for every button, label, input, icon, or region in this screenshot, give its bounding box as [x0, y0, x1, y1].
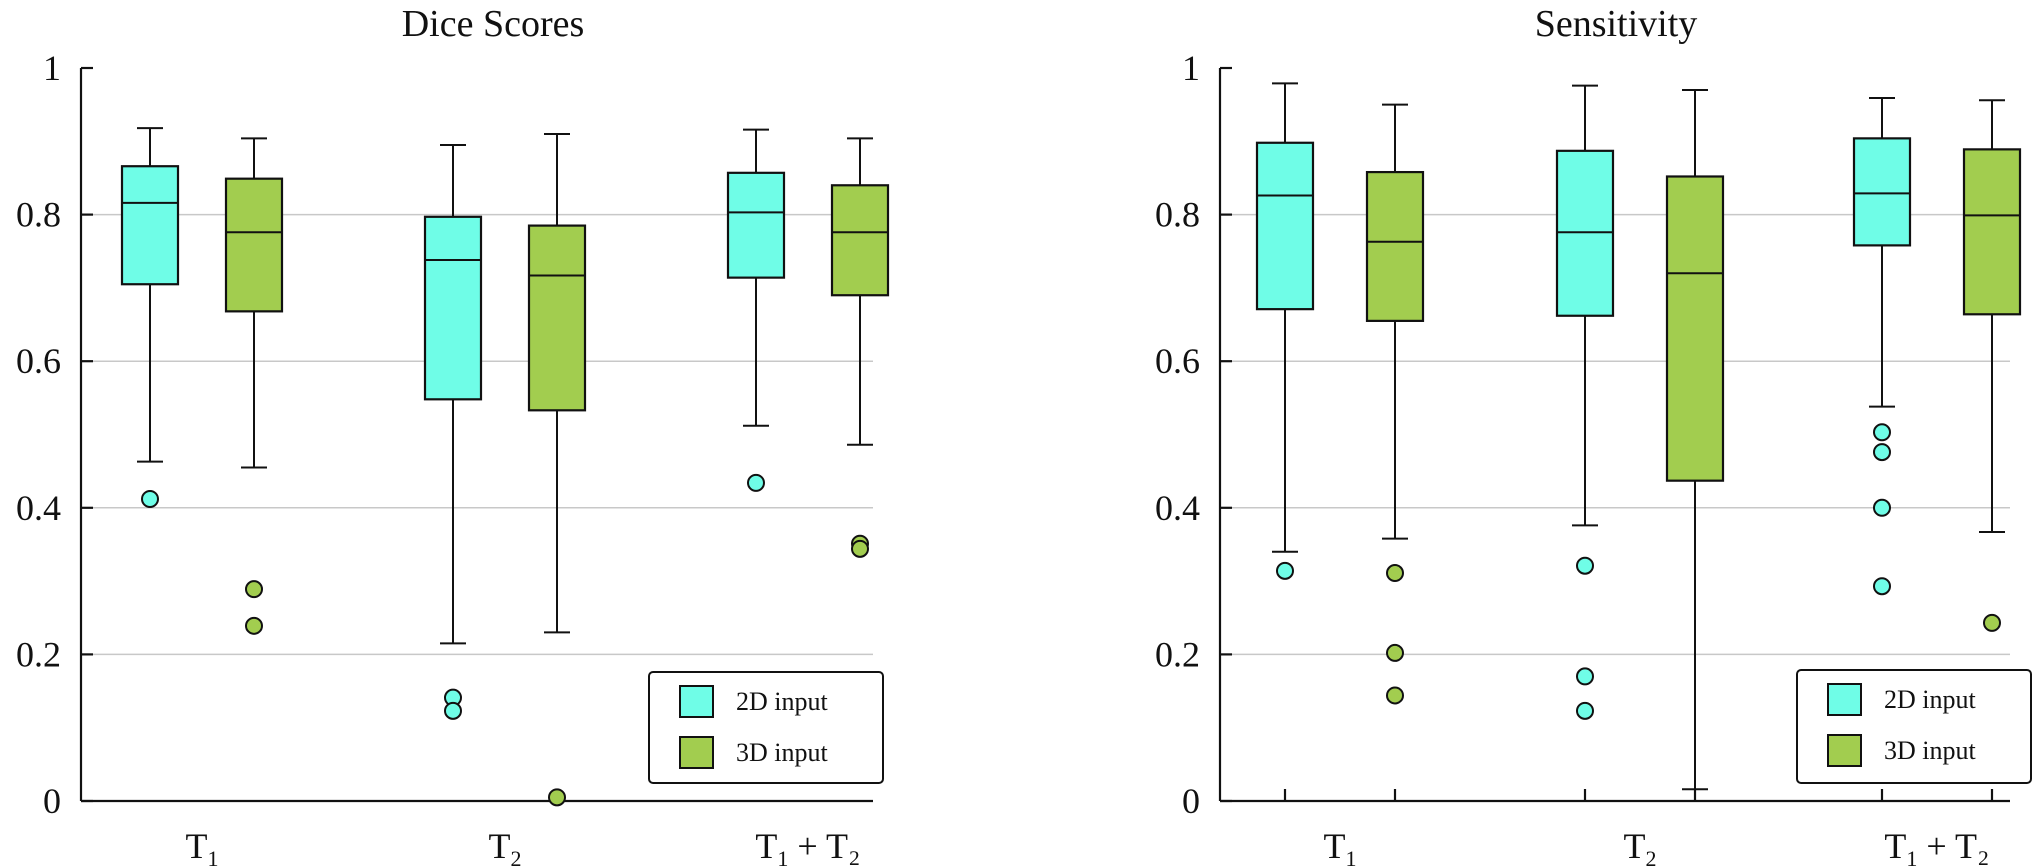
box-3d-input [224, 137, 284, 635]
box-iqr [1365, 170, 1425, 322]
outlier-point [1576, 701, 1594, 720]
box-3d-input [1365, 103, 1425, 705]
outlier-point [444, 701, 462, 720]
legend-swatch [1827, 734, 1862, 767]
box-2d-input [726, 128, 786, 492]
chart-dice-scores: Dice Scores 0 0.2 0.4 0.6 0.8 1 T1 T2 T1 + T₂ 2D i… [16, 3, 890, 867]
box-iqr [830, 184, 890, 297]
legend-label: 2D input [736, 687, 829, 716]
box-3d-input [1665, 88, 1725, 791]
outlier-point [851, 539, 869, 558]
box-3d-input [830, 137, 890, 558]
box-iqr [726, 171, 786, 279]
outlier-point [1276, 561, 1294, 580]
box-3d-input [527, 132, 587, 807]
category-label: T2 [489, 826, 522, 867]
outlier-point [1576, 667, 1594, 686]
legend: 2D input 3D input [1796, 669, 2032, 784]
outlier-point [1386, 643, 1404, 662]
outlier-point [1873, 577, 1891, 596]
box-iqr [423, 215, 483, 401]
y-tick-label: 0.6 [16, 341, 61, 381]
box-2d-input [120, 127, 180, 509]
box-2d-input [1255, 82, 1315, 580]
legend: 2D input 3D input [648, 671, 884, 784]
outlier-point [245, 616, 263, 635]
y-tick-label: 1 [43, 48, 61, 88]
legend-swatch [679, 736, 714, 769]
legend-label: 3D input [736, 738, 829, 767]
y-tick-label: 0.2 [16, 634, 61, 674]
box-iqr [527, 224, 587, 412]
category-label: T2 [1624, 826, 1657, 867]
box-iqr [1852, 137, 1912, 247]
y-tick-label: 0.4 [16, 488, 61, 528]
outlier-point [1983, 613, 2001, 632]
box-3d-input [1962, 99, 2022, 632]
outlier-point [1873, 443, 1891, 462]
chart-title: Sensitivity [1535, 3, 1698, 45]
box-2d-input [423, 143, 483, 720]
box-iqr [1665, 175, 1725, 482]
legend-label: 3D input [1884, 736, 1977, 765]
category-label: T1 [1324, 826, 1357, 867]
box-iqr [1255, 141, 1315, 311]
legend-label: 2D input [1884, 685, 1977, 714]
y-tick-label: 0.2 [1155, 634, 1200, 674]
category-label: T1 + T₂ [755, 826, 860, 867]
outlier-point [1386, 564, 1404, 583]
outlier-point [747, 473, 765, 492]
y-tick-label: 0.6 [1155, 341, 1200, 381]
box-iqr [224, 177, 284, 313]
category-label: T1 [186, 826, 219, 867]
legend-swatch [679, 685, 714, 718]
box-iqr [1555, 149, 1615, 317]
y-tick-label: 1 [1182, 48, 1200, 88]
category-label: T1 + T₂ [1884, 826, 1989, 867]
y-tick-label: 0.4 [1155, 488, 1200, 528]
outlier-point [245, 580, 263, 599]
y-tick-label: 0 [43, 781, 61, 821]
outlier-point [1386, 686, 1404, 705]
outlier-point [1576, 556, 1594, 575]
outlier-point [1873, 423, 1891, 442]
chart-sensitivity: Sensitivity 0 0.2 0.4 0.6 0.8 1 T1 T2 T1 + T₂ 2D i… [1155, 3, 2032, 867]
y-tick-label: 0.8 [16, 195, 61, 235]
outlier-point [1873, 498, 1891, 517]
box-2d-input [1555, 84, 1615, 720]
legend-swatch [1827, 683, 1862, 716]
box-iqr [120, 165, 180, 286]
outlier-point [141, 490, 159, 509]
chart-title: Dice Scores [402, 3, 585, 45]
box-iqr [1962, 148, 2022, 316]
y-tick-label: 0.8 [1155, 195, 1200, 235]
y-tick-label: 0 [1182, 781, 1200, 821]
box-2d-input [1852, 97, 1912, 596]
outlier-point [548, 788, 566, 807]
